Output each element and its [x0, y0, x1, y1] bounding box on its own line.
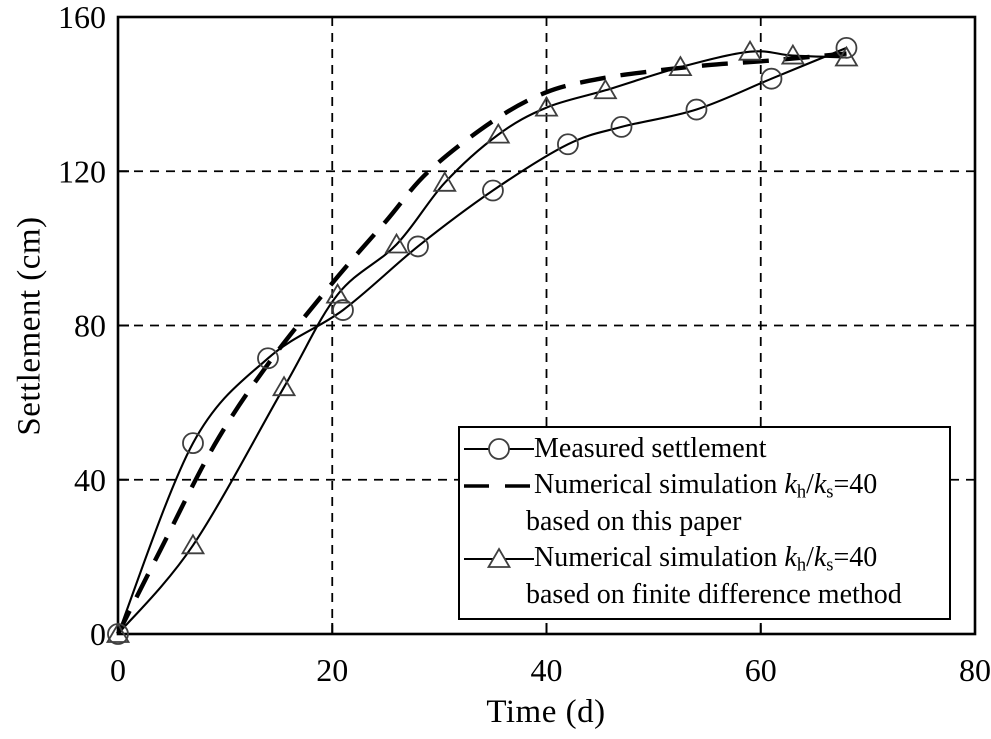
y-tick-label: 40: [74, 462, 106, 498]
fdm-point-marker: [105, 622, 131, 643]
y-tick-label: 120: [58, 153, 106, 189]
y-tick-label: 0: [90, 616, 106, 652]
legend-label-fdm-continuation: based on finite difference method: [526, 579, 902, 611]
fdm-point-marker: [180, 533, 206, 555]
x-tick-label: 80: [959, 652, 991, 688]
legend-text: Numerical simulation: [534, 468, 785, 500]
measured-point-marker: [557, 133, 579, 156]
x-tick-label: 0: [110, 652, 126, 688]
equals-40: =40: [833, 468, 878, 500]
series-line-0: [117, 46, 847, 635]
measured-point-marker: [182, 432, 204, 455]
legend-label-simulation-fdm: Numerical simulation kh/ks=40: [534, 541, 878, 575]
k-symbol: k: [813, 468, 827, 500]
fdm-point-marker: [668, 55, 693, 77]
legend: Measured settlement Numerical simulation…: [458, 426, 951, 620]
legend-item-simulation-fdm-line2: based on finite difference method: [460, 577, 949, 614]
fdm-point-marker: [384, 232, 409, 254]
legend-text: Numerical simulation: [534, 541, 785, 573]
series-line-2: [117, 50, 847, 635]
x-axis-title: Time (d): [486, 694, 606, 730]
subscript-h: h: [796, 554, 807, 575]
triangle-marker-line-icon: [460, 546, 534, 572]
x-tick-label: 20: [316, 652, 348, 688]
fdm-point-marker: [593, 78, 618, 100]
slash: /: [806, 468, 814, 500]
subscript-s: s: [826, 554, 834, 575]
legend-label-paper-continuation: based on this paper: [526, 506, 742, 538]
fdm-point-marker: [271, 375, 297, 397]
measured-point-marker: [610, 116, 633, 138]
fdm-point-marker: [325, 282, 350, 304]
legend-item-simulation-fdm: Numerical simulation kh/ks=40: [460, 541, 949, 578]
k-symbol: k: [784, 468, 797, 500]
fdm-point-marker: [432, 171, 457, 192]
measured-point-marker: [332, 299, 354, 321]
subscript-s: s: [826, 481, 834, 502]
measured-point-marker: [482, 179, 504, 202]
measured-point-marker: [760, 67, 783, 90]
fdm-point-marker: [834, 45, 859, 67]
y-axis-title: Settlement (cm): [11, 216, 48, 436]
series-line-1: [116, 51, 847, 635]
measured-point-marker: [685, 98, 708, 121]
measured-point-marker: [835, 36, 858, 59]
k-symbol: k: [784, 541, 797, 573]
legend-item-measured: Measured settlement: [460, 431, 949, 468]
fdm-point-marker: [486, 122, 511, 144]
y-tick-label: 80: [74, 308, 106, 344]
measured-point-marker: [257, 347, 279, 370]
fdm-point-marker: [780, 43, 805, 65]
equals-40: =40: [833, 541, 878, 573]
measured-point-marker: [407, 235, 429, 258]
fdm-point-marker: [534, 95, 559, 117]
fdm-point-marker: [737, 39, 763, 61]
y-tick-label: 160: [58, 0, 106, 35]
k-symbol: k: [813, 541, 827, 573]
legend-item-simulation-paper-line2: based on this paper: [460, 504, 949, 541]
legend-label-simulation-paper: Numerical simulation kh/ks=40: [534, 468, 878, 502]
slash: /: [806, 541, 814, 573]
legend-label-measured: Measured settlement: [534, 433, 767, 465]
x-tick-label: 60: [745, 652, 777, 688]
subscript-h: h: [796, 481, 807, 502]
circle-marker-line-icon: [460, 436, 534, 462]
dashed-line-icon: [460, 473, 534, 499]
legend-item-simulation-paper: Numerical simulation kh/ks=40: [460, 468, 949, 505]
x-tick-label: 40: [531, 652, 563, 688]
